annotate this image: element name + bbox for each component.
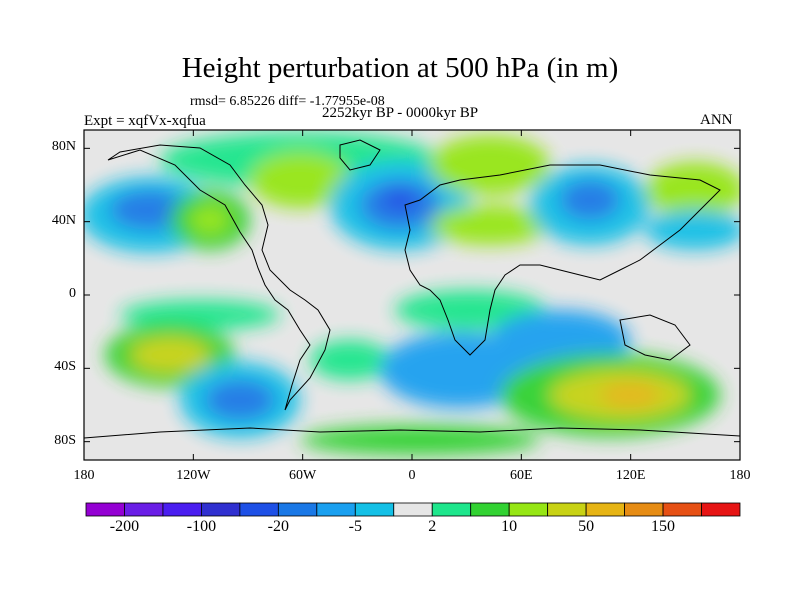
- colorbar-label: -5: [348, 518, 362, 535]
- colorbar-label: -20: [267, 518, 289, 535]
- colorbar-label: -100: [186, 518, 217, 535]
- field-npac-w-pos: [645, 162, 740, 218]
- field-s-pacific-core: [130, 337, 210, 373]
- colorbar-swatch: [393, 502, 433, 517]
- map-title: Height perturbation at 500 hPa (in m): [181, 52, 619, 84]
- lon-tick-label: 180: [73, 468, 95, 483]
- lon-tick-label: 60W: [289, 468, 317, 483]
- coastlines: [84, 139, 740, 439]
- colorbar-swatch: [162, 502, 202, 517]
- period-label: 2252kyr BP - 0000kyr BP: [322, 105, 479, 121]
- field-s-indian-center: [600, 383, 660, 407]
- colorbar-swatch: [85, 502, 125, 517]
- field-antarctic-pos: [300, 425, 540, 455]
- lat-tick-label: 40S: [54, 359, 76, 375]
- field-npac-w-neg: [645, 210, 740, 250]
- field-natl-center: [382, 188, 418, 212]
- field-tropics-pos: [395, 290, 545, 330]
- field-s-america-core: [205, 380, 275, 420]
- experiment-label: Expt = xqfVx-xqfua: [84, 113, 206, 129]
- colorbar-swatch: [585, 502, 625, 517]
- colorbar-label: 2: [428, 518, 437, 535]
- colorbar-label: 150: [651, 518, 676, 535]
- lon-tick-label: 120E: [615, 468, 646, 483]
- coastline-greenland: [339, 139, 381, 171]
- colorbar-swatch: [354, 502, 395, 517]
- contour-fields: [84, 132, 740, 455]
- field-eurasia-pos: [430, 135, 550, 195]
- colorbar-swatch: [277, 502, 318, 517]
- colorbar-swatch: [624, 502, 664, 517]
- lat-tick-label: 80S: [54, 432, 76, 448]
- colorbar-label: 50: [578, 518, 595, 535]
- coastline-eurasia-africa: [404, 164, 721, 356]
- field-s-atl-pos: [310, 340, 390, 380]
- coastline-americas: [107, 144, 331, 411]
- lon-tick-label: 0: [408, 468, 416, 483]
- colorbar: [85, 502, 741, 517]
- field-tropics-pos-2: [120, 300, 280, 330]
- lat-tick-label: 40N: [51, 212, 76, 228]
- colorbar-swatch: [431, 502, 472, 517]
- colorbar-label: -200: [109, 518, 140, 535]
- stats-text: rmsd= 6.85226 diff= -1.77955e-08: [190, 94, 385, 109]
- field-na-pos-core: [190, 206, 230, 234]
- colorbar-swatch: [201, 502, 241, 517]
- field-asia-core: [560, 180, 620, 220]
- colorbar-label: 10: [501, 518, 518, 535]
- lon-tick-label: 120W: [176, 468, 211, 483]
- colorbar-swatch: [124, 502, 164, 517]
- field-europe-pos: [430, 205, 550, 245]
- lon-tick-label: 180: [729, 468, 751, 483]
- colorbar-swatch: [239, 502, 279, 517]
- colorbar-swatch: [701, 502, 741, 517]
- colorbar-swatch: [470, 502, 510, 517]
- season-label: ANN: [700, 112, 733, 128]
- tick-marks: [83, 130, 741, 460]
- colorbar-swatch: [547, 502, 587, 517]
- coastline-antarctica: [84, 427, 740, 439]
- lat-tick-label: 80N: [51, 139, 76, 155]
- lon-tick-label: 60E: [510, 468, 533, 483]
- colorbar-swatch: [316, 502, 356, 517]
- colorbar-swatch: [662, 502, 702, 517]
- lat-tick-label: 0: [69, 286, 76, 301]
- colorbar-swatch: [508, 502, 549, 517]
- field-na-east-pos: [250, 152, 350, 208]
- coastline-australia: [619, 314, 691, 361]
